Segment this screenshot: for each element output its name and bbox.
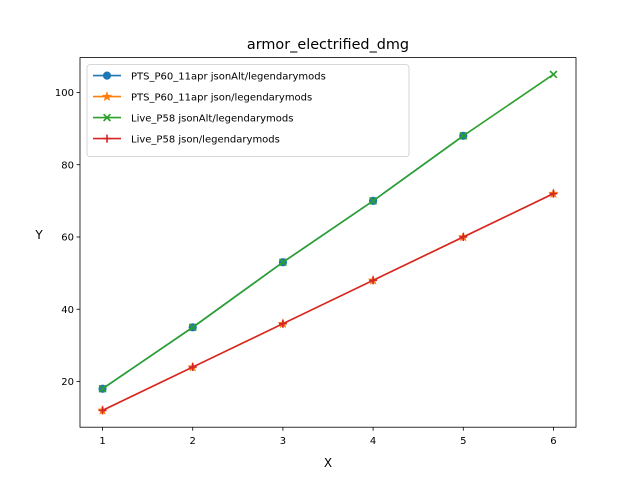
series-4-point [369,276,378,285]
legend-label-1: PTS_P60_11apr jsonAlt/legendarymods [131,72,326,83]
x-tick-label: 2 [190,436,196,447]
series-3-point [549,70,558,79]
chart-title: armor_electrified_dmg [247,37,409,53]
series-3-point [278,258,287,267]
series-4-point [549,189,558,198]
series-3-point [459,131,468,140]
legend-marker-1 [102,71,112,80]
series-line-3 [101,73,555,390]
series-line-4 [101,192,555,412]
x-tick-label: 4 [370,436,376,447]
series-3-point [188,323,197,332]
legend-label-3: Live_P58 jsonAlt/legendarymods [131,114,293,125]
series-3-point [98,384,107,393]
legend-label-2: PTS_P60_11apr json/legendarymods [131,93,312,104]
series-4-point [98,406,107,415]
x-tick-label: 5 [460,436,466,447]
y-axis-label: Y [34,228,43,242]
x-axis-label: X [324,456,332,470]
x-tick-label: 1 [99,436,105,447]
axis-ticks: 1 2 3 4 5 6 20 40 60 80 100 [55,88,557,447]
y-tick-label: 20 [61,377,74,388]
legend-marker-2 [101,91,113,102]
y-tick-label: 80 [61,160,74,171]
series-4-point [278,319,287,328]
y-tick-label: 100 [55,88,74,99]
legend-box [86,64,410,157]
y-tick-label: 40 [61,305,74,316]
series-3-point [369,196,378,205]
legend-label-4: Live_P58 json/legendarymods [131,135,280,146]
series-4-point [188,363,197,372]
y-tick-label: 60 [61,233,74,244]
legend: PTS_P60_11apr jsonAlt/legendarymods PTS_P… [86,64,410,157]
axes-frame [79,57,577,428]
x-tick-label: 6 [550,436,556,447]
plot-area [97,70,559,415]
x-tick-label: 3 [280,436,286,447]
legend-marker-3 [103,113,111,122]
legend-marker-4 [103,134,111,143]
series-4-point [459,232,468,241]
